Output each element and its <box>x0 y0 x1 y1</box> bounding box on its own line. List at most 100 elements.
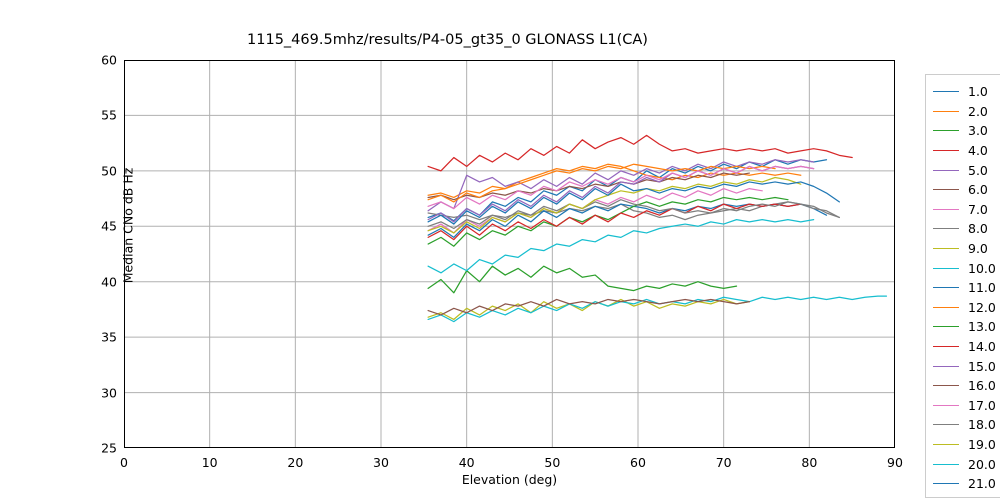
legend-item[interactable]: 12.0 <box>926 298 1000 318</box>
legend-color-swatch <box>933 208 959 210</box>
legend-color-swatch <box>933 483 959 485</box>
legend-item[interactable]: 20.0 <box>926 454 1000 474</box>
series-line <box>427 199 840 230</box>
legend-item-label: 7.0 <box>968 201 988 217</box>
series-line <box>427 163 802 199</box>
y-tick-label: 60 <box>101 52 117 68</box>
legend-color-swatch <box>933 346 959 348</box>
legend-item-label: 1.0 <box>968 84 988 100</box>
legend-item-label: 12.0 <box>968 299 996 315</box>
legend-item[interactable]: 5.0 <box>926 160 1000 180</box>
legend-color-swatch <box>933 443 959 445</box>
legend-item-label: 14.0 <box>968 339 996 355</box>
series-line <box>427 219 815 274</box>
y-tick-label: 45 <box>101 218 117 234</box>
legend-item[interactable]: 1.0 <box>926 82 1000 102</box>
plot-svg <box>124 60 895 448</box>
legend-color-swatch <box>933 404 959 406</box>
data-lines <box>427 134 888 323</box>
legend-item[interactable]: 13.0 <box>926 317 1000 337</box>
x-tick-label: 0 <box>120 455 128 470</box>
y-tick-label: 40 <box>101 274 117 290</box>
series-line <box>427 298 750 316</box>
legend-item-label: 19.0 <box>968 436 996 452</box>
y-tick-label: 25 <box>101 440 117 456</box>
legend-item-label: 20.0 <box>968 456 996 472</box>
legend-item[interactable]: 17.0 <box>926 396 1000 416</box>
legend-item[interactable]: 4.0 <box>926 141 1000 161</box>
legend-item-label: 13.0 <box>968 319 996 335</box>
legend-item-label: 5.0 <box>968 162 988 178</box>
y-tick-label: 35 <box>101 329 117 345</box>
legend-item[interactable]: 15.0 <box>926 356 1000 376</box>
legend-color-swatch <box>933 189 959 191</box>
legend-item[interactable]: 16.0 <box>926 376 1000 396</box>
legend-color-swatch <box>933 110 959 112</box>
legend-item[interactable]: 10.0 <box>926 258 1000 278</box>
legend-item[interactable]: 6.0 <box>926 180 1000 200</box>
legend-color-swatch <box>933 287 959 289</box>
legend-item-label: 17.0 <box>968 397 996 413</box>
legend-color-swatch <box>933 463 959 465</box>
legend-item-label: 11.0 <box>968 280 996 296</box>
chart-title: 1115_469.5mhz/results/P4-05_gt35_0 GLONA… <box>247 32 648 48</box>
legend-color-swatch <box>933 306 959 308</box>
legend-color-swatch <box>933 248 959 250</box>
series-line <box>427 181 840 225</box>
legend-item[interactable]: 2.0 <box>926 102 1000 122</box>
legend-box[interactable]: 1.0 2.0 3.0 4.0 5.0 6.0 7.0 8.0 9.0 10.0 11.0 12.0 1… <box>925 74 1000 498</box>
x-tick-label: 10 <box>201 455 218 470</box>
legend-item[interactable]: 3.0 <box>926 121 1000 141</box>
x-tick-label: 80 <box>801 455 818 470</box>
legend-color-swatch <box>933 91 959 93</box>
legend-item-label: 18.0 <box>968 417 996 433</box>
series-line <box>427 159 815 212</box>
legend-color-swatch <box>933 150 959 152</box>
legend-item[interactable]: 21.0 <box>926 474 1000 494</box>
y-axis-label: Median CNo dB Hz <box>120 167 136 284</box>
legend-item-label: 8.0 <box>968 221 988 237</box>
series-line <box>427 203 802 241</box>
legend-color-swatch <box>933 169 959 171</box>
x-tick-label: 30 <box>373 455 389 470</box>
x-tick-label: 70 <box>715 455 732 470</box>
legend-item-label: 21.0 <box>968 476 996 492</box>
x-tick-label: 40 <box>458 455 475 470</box>
legend-item-label: 9.0 <box>968 241 988 257</box>
legend-color-swatch <box>933 365 959 367</box>
plot-area: 25 30 35 40 45 50 55 60 0 10 20 30 40 50 60 70 80 90 Med… <box>101 53 903 488</box>
series-line <box>427 165 815 210</box>
series-line <box>427 196 789 247</box>
series-line <box>427 163 776 203</box>
legend-color-swatch <box>933 326 959 328</box>
legend-color-swatch <box>933 385 959 387</box>
series-line <box>427 265 738 294</box>
y-tick-label: 50 <box>101 163 117 179</box>
legend-item[interactable]: 11.0 <box>926 278 1000 298</box>
series-line <box>427 134 853 172</box>
x-tick-label: 20 <box>287 455 304 470</box>
legend-item[interactable]: 8.0 <box>926 219 1000 239</box>
series-line <box>427 298 750 321</box>
x-tick-label: 90 <box>887 455 903 470</box>
legend-item-label: 10.0 <box>968 260 996 276</box>
y-tick-label: 30 <box>101 385 117 401</box>
grid-lines <box>124 60 895 448</box>
legend-item-label: 6.0 <box>968 182 988 198</box>
tick-marks <box>124 60 895 448</box>
series-line <box>427 176 802 234</box>
legend-item[interactable]: 18.0 <box>926 415 1000 435</box>
legend-item[interactable]: 7.0 <box>926 200 1000 220</box>
legend-color-swatch <box>933 130 959 132</box>
legend-color-swatch <box>933 228 959 230</box>
x-axis-label: Elevation (deg) <box>461 472 558 487</box>
legend-color-swatch <box>933 424 959 426</box>
legend-item[interactable]: 19.0 <box>926 435 1000 455</box>
legend-item[interactable]: 9.0 <box>926 239 1000 259</box>
y-tick-label: 55 <box>101 107 117 123</box>
x-tick-label: 60 <box>630 455 646 470</box>
legend-item-label: 2.0 <box>968 103 988 119</box>
legend-item[interactable]: 14.0 <box>926 337 1000 357</box>
legend-item-label: 4.0 <box>968 143 988 159</box>
